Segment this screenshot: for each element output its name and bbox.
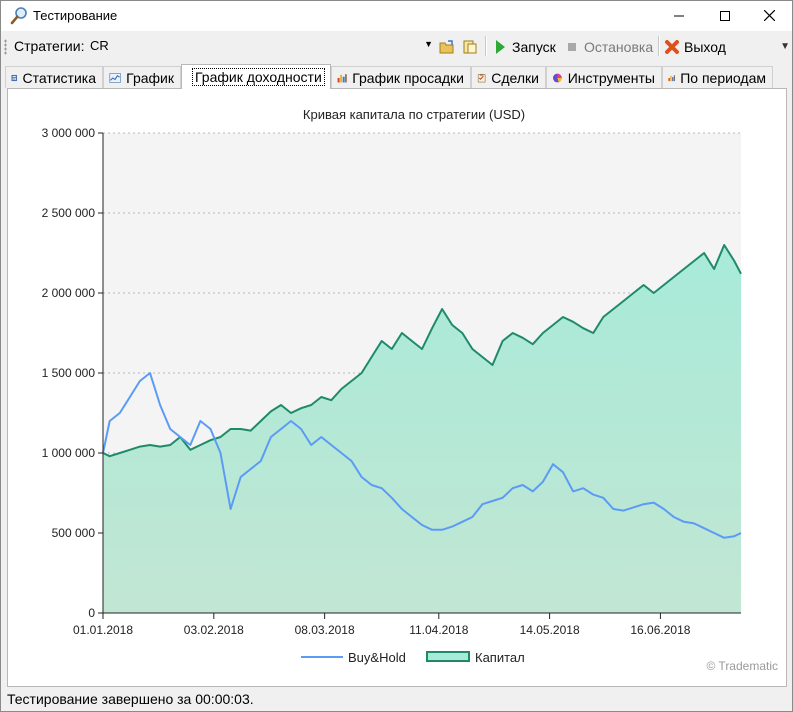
minimize-icon bbox=[674, 15, 684, 17]
watermark: © Tradematic bbox=[706, 659, 778, 673]
toolbar-separator bbox=[485, 36, 487, 56]
status-bar: Тестирование завершено за 00:00:03. bbox=[1, 687, 792, 711]
capital-line bbox=[102, 244, 742, 458]
strategy-value: CR bbox=[90, 38, 109, 53]
capital-area bbox=[103, 245, 741, 613]
equity-chart[interactable]: Кривая капитала по стратегии (USD) 0 500 … bbox=[8, 89, 786, 686]
open-folder-button[interactable] bbox=[439, 36, 459, 58]
tab-label: Статистика bbox=[22, 69, 96, 86]
pie-icon bbox=[553, 73, 562, 82]
x-tick-label: 14.05.2018 bbox=[520, 623, 580, 637]
strategy-select[interactable]: CR ▼ bbox=[85, 36, 435, 56]
close-icon bbox=[763, 9, 775, 22]
file-icon bbox=[463, 40, 477, 54]
toolbar-separator bbox=[658, 36, 660, 56]
tab-label: График просадки bbox=[352, 69, 464, 86]
stop-label: Остановка bbox=[584, 39, 654, 55]
legend-label-buyhold: Buy&Hold bbox=[348, 650, 406, 665]
y-tick-label: 3 000 000 bbox=[42, 126, 96, 140]
exit-label: Выход bbox=[684, 39, 726, 55]
tab-label: График доходности bbox=[192, 68, 325, 86]
toolbar: Стратегии: CR ▼ Запуск Остановка bbox=[1, 31, 792, 61]
calculator-icon bbox=[11, 74, 17, 81]
tab-label: По периодам bbox=[680, 69, 766, 86]
magnifier-icon bbox=[10, 7, 27, 25]
folder-icon bbox=[439, 40, 454, 54]
buyhold-line bbox=[102, 372, 742, 539]
strategy-label: Стратегии: bbox=[14, 38, 85, 54]
tab-profit-chart[interactable]: График доходности bbox=[181, 64, 331, 89]
run-label: Запуск bbox=[512, 39, 556, 55]
x-tick-label: 16.06.2018 bbox=[630, 623, 690, 637]
x-tick-label: 01.01.2018 bbox=[73, 623, 133, 637]
tab-label: График bbox=[126, 69, 174, 86]
maximize-button[interactable] bbox=[702, 1, 748, 31]
tab-statistics[interactable]: Статистика bbox=[5, 66, 103, 88]
toolbar-grip[interactable] bbox=[4, 39, 7, 55]
clipboard-icon bbox=[477, 73, 486, 82]
maximize-icon bbox=[720, 11, 730, 21]
chevron-down-icon[interactable]: ▼ bbox=[424, 39, 433, 49]
play-icon bbox=[496, 40, 505, 54]
legend-label-capital: Капитал bbox=[475, 650, 525, 665]
window-title: Тестирование bbox=[33, 8, 118, 23]
bar-chart-icon bbox=[668, 74, 675, 81]
y-tick-label: 1 500 000 bbox=[42, 366, 96, 380]
status-text: Тестирование завершено за 00:00:03. bbox=[7, 691, 254, 707]
toolbar-overflow-icon[interactable]: ▼ bbox=[780, 41, 790, 52]
tab-chart[interactable]: График bbox=[103, 66, 181, 88]
bar-chart-icon bbox=[337, 73, 347, 82]
y-tick-label: 1 000 000 bbox=[42, 446, 96, 460]
close-button[interactable] bbox=[746, 1, 792, 31]
tab-by-periods[interactable]: По периодам bbox=[662, 66, 773, 88]
x-tick-label: 03.02.2018 bbox=[184, 623, 244, 637]
title-bar: Тестирование bbox=[1, 1, 792, 31]
y-tick-label: 2 000 000 bbox=[42, 286, 96, 300]
chart-title: Кривая капитала по стратегии (USD) bbox=[303, 107, 525, 122]
tab-label: Сделки bbox=[491, 69, 539, 86]
exit-x-icon bbox=[665, 40, 679, 54]
y-tick-label: 0 bbox=[88, 606, 95, 620]
legend-swatch-capital bbox=[426, 651, 470, 662]
y-tick-label: 2 500 000 bbox=[42, 206, 96, 220]
tab-trades[interactable]: Сделки bbox=[471, 66, 546, 88]
run-button[interactable]: Запуск bbox=[492, 36, 556, 58]
chart-icon bbox=[109, 72, 121, 83]
x-tick-label: 08.03.2018 bbox=[295, 623, 355, 637]
tab-drawdown-chart[interactable]: График просадки bbox=[331, 66, 471, 88]
chart-panel: Кривая капитала по стратегии (USD) 0 500 … bbox=[7, 88, 787, 687]
stop-button[interactable]: Остановка bbox=[564, 36, 653, 58]
stop-icon bbox=[568, 43, 576, 51]
save-file-button[interactable] bbox=[462, 36, 482, 58]
tab-instruments[interactable]: Инструменты bbox=[546, 66, 662, 88]
minimize-button[interactable] bbox=[656, 1, 702, 31]
y-tick-label: 500 000 bbox=[52, 526, 96, 540]
tab-label: Инструменты bbox=[567, 69, 655, 86]
exit-button[interactable]: Выход bbox=[664, 36, 726, 58]
x-tick-label: 11.04.2018 bbox=[409, 623, 468, 637]
